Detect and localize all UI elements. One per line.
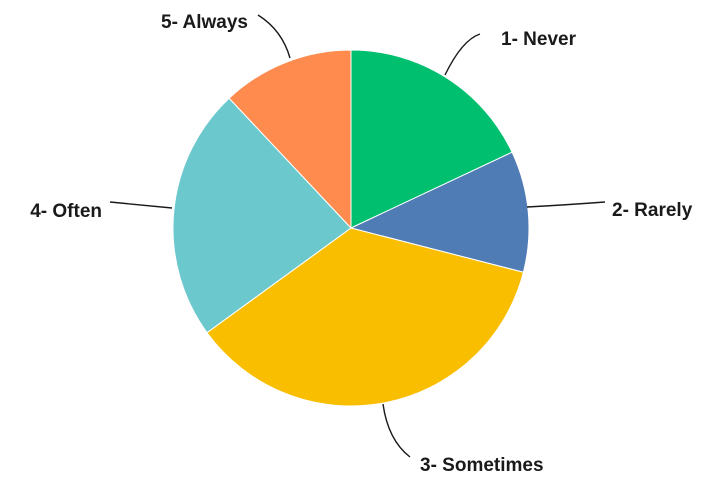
leader-line-4 <box>109 201 173 209</box>
pie-slice-1 <box>350 49 513 229</box>
slice-label-3: 3- Sometimes <box>420 455 544 476</box>
slice-label-2: 2- Rarely <box>612 200 693 221</box>
leader-line-2 <box>526 201 606 208</box>
leader-line-1 <box>444 33 481 76</box>
leader-line-3 <box>382 403 411 458</box>
slice-label-4: 4- Often <box>30 201 102 222</box>
pie-slice-3 <box>206 227 525 407</box>
slice-labels: 1- Never 2- Rarely 3- Sometimes 4- Often 5- … <box>30 12 692 476</box>
pie-slices <box>172 49 530 407</box>
slice-label-1: 1- Never <box>501 29 577 50</box>
pie-slice-2 <box>349 151 530 273</box>
pie-slice-4 <box>172 97 352 334</box>
slice-label-5: 5- Always <box>161 12 248 33</box>
leader-lines <box>109 14 606 458</box>
pie-slice-5 <box>228 49 352 230</box>
leader-line-5 <box>257 14 291 59</box>
